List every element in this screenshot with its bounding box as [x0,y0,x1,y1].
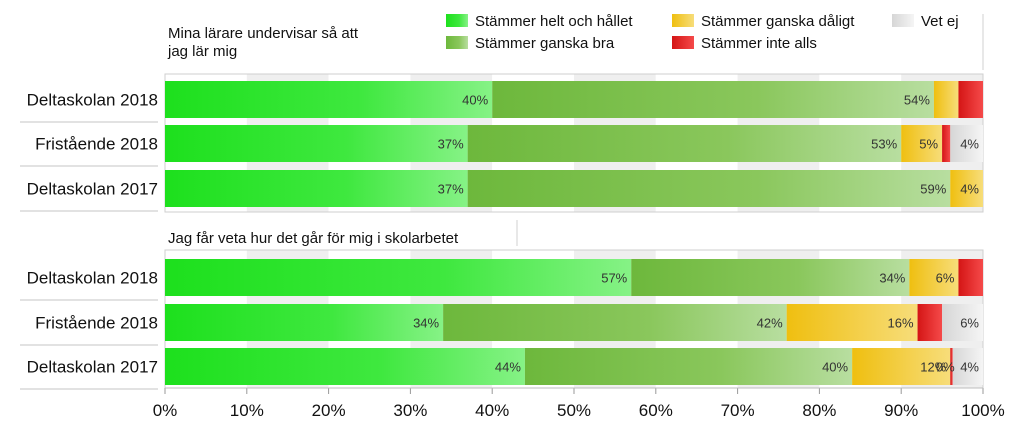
row-label: Deltaskolan 2017 [27,180,158,199]
panel-title-box [165,220,517,246]
panel-title: Jag får veta hur det går för mig i skola… [168,230,459,247]
data-label: 37% [438,182,464,197]
data-label: 54% [904,93,930,108]
panel-title: Mina lärare undervisar så att jag lär mig [167,25,359,60]
bar-segment-ganska-daligt [901,125,943,162]
bar-segment-helt [165,304,444,341]
x-tick-label: 0% [153,401,178,420]
x-tick-label: 90% [884,401,918,420]
legend-swatch [672,14,694,27]
row-label: Deltaskolan 2017 [27,358,158,377]
data-label: 53% [871,137,897,152]
bar-segment-ganska-bra [524,348,853,385]
bar-segment-ganska-bra [467,170,951,207]
data-label: 0% [936,360,955,375]
bar-segment-helt [165,170,468,207]
legend-label: Stämmer ganska bra [475,35,615,52]
data-label: 5% [919,137,938,152]
bar-segment-inte-alls [958,81,983,118]
bar-segment-helt [165,259,632,296]
bar-segment-inte-alls [950,348,953,385]
bar-segment-ganska-bra [631,259,910,296]
legend-label: Stämmer ganska dåligt [701,13,855,30]
bar-segment-ganska-daligt [852,348,951,385]
bar-segment-vet-ej [950,125,983,162]
legend-swatch [672,36,694,49]
x-tick-label: 40% [475,401,509,420]
bar-segment-inte-alls [958,259,983,296]
panel-title-box [165,14,983,70]
bar-segment-ganska-daligt [950,170,983,207]
bar-segment-vet-ej [942,304,983,341]
data-label: 37% [438,137,464,152]
data-label: 16% [888,316,914,331]
bar-segment-ganska-bra [492,81,934,118]
bar-segment-ganska-daligt [933,81,959,118]
bar-segment-vet-ej [952,348,983,385]
bar-segment-ganska-bra [443,304,787,341]
x-tick-label: 20% [312,401,346,420]
data-label: 34% [413,316,439,331]
legend-swatch [892,14,914,27]
data-label: 40% [462,93,488,108]
data-label: 4% [960,182,979,197]
data-label: 44% [495,360,521,375]
x-tick-label: 100% [961,401,1004,420]
legend-label: Vet ej [921,13,959,30]
data-label: 6% [960,316,979,331]
x-tick-label: 50% [557,401,591,420]
bar-segment-inte-alls [917,304,943,341]
data-label: 12% [920,360,946,375]
row-label: Fristående 2018 [35,135,158,154]
legend-swatch [446,14,468,27]
x-tick-label: 70% [721,401,755,420]
bar-segment-inte-alls [942,125,951,162]
legend-label: Stämmer helt och hållet [475,13,633,30]
bar-segment-helt [165,348,525,385]
legend-swatch [446,36,468,49]
x-tick-label: 30% [393,401,427,420]
bar-segment-ganska-daligt [909,259,959,296]
x-tick-label: 80% [802,401,836,420]
x-tick-label: 60% [639,401,673,420]
data-label: 59% [920,182,946,197]
row-label: Deltaskolan 2018 [27,91,158,110]
data-label: 6% [936,271,955,286]
bar-segment-ganska-bra [467,125,902,162]
row-label: Deltaskolan 2018 [27,269,158,288]
data-label: 4% [960,137,979,152]
data-label: 42% [757,316,783,331]
row-label: Fristående 2018 [35,314,158,333]
legend: Stämmer helt och hållet Stämmer ganska br… [446,13,959,52]
data-label: 57% [601,271,627,286]
bar-segment-helt [165,125,468,162]
data-label: 4% [960,360,979,375]
data-label: 34% [879,271,905,286]
x-tick-label: 10% [230,401,264,420]
data-label: 40% [822,360,848,375]
bar-segment-helt [165,81,493,118]
bar-segment-ganska-daligt [786,304,918,341]
legend-label: Stämmer inte alls [701,35,817,52]
